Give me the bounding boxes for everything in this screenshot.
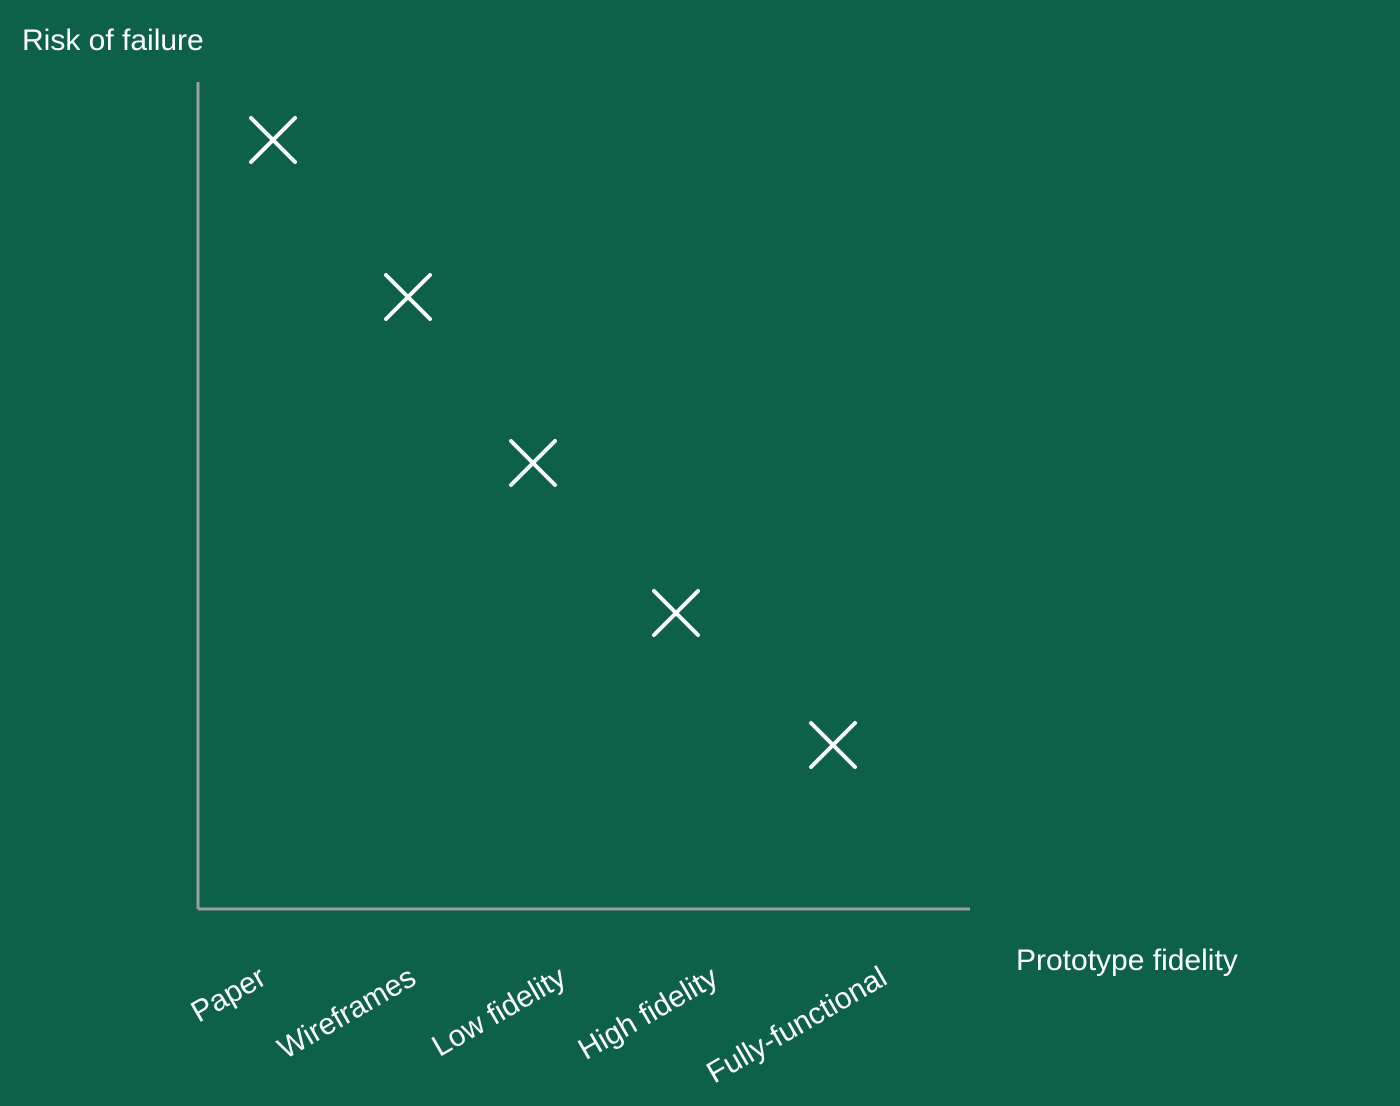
chart-svg: Risk of failure Prototype fidelity Paper… — [0, 0, 1400, 1106]
y-axis-label: Risk of failure — [22, 24, 204, 57]
chart-background — [0, 0, 1400, 1106]
x-axis-label: Prototype fidelity — [1016, 944, 1238, 977]
risk-vs-fidelity-chart: Risk of failure Prototype fidelity Paper… — [0, 0, 1400, 1106]
